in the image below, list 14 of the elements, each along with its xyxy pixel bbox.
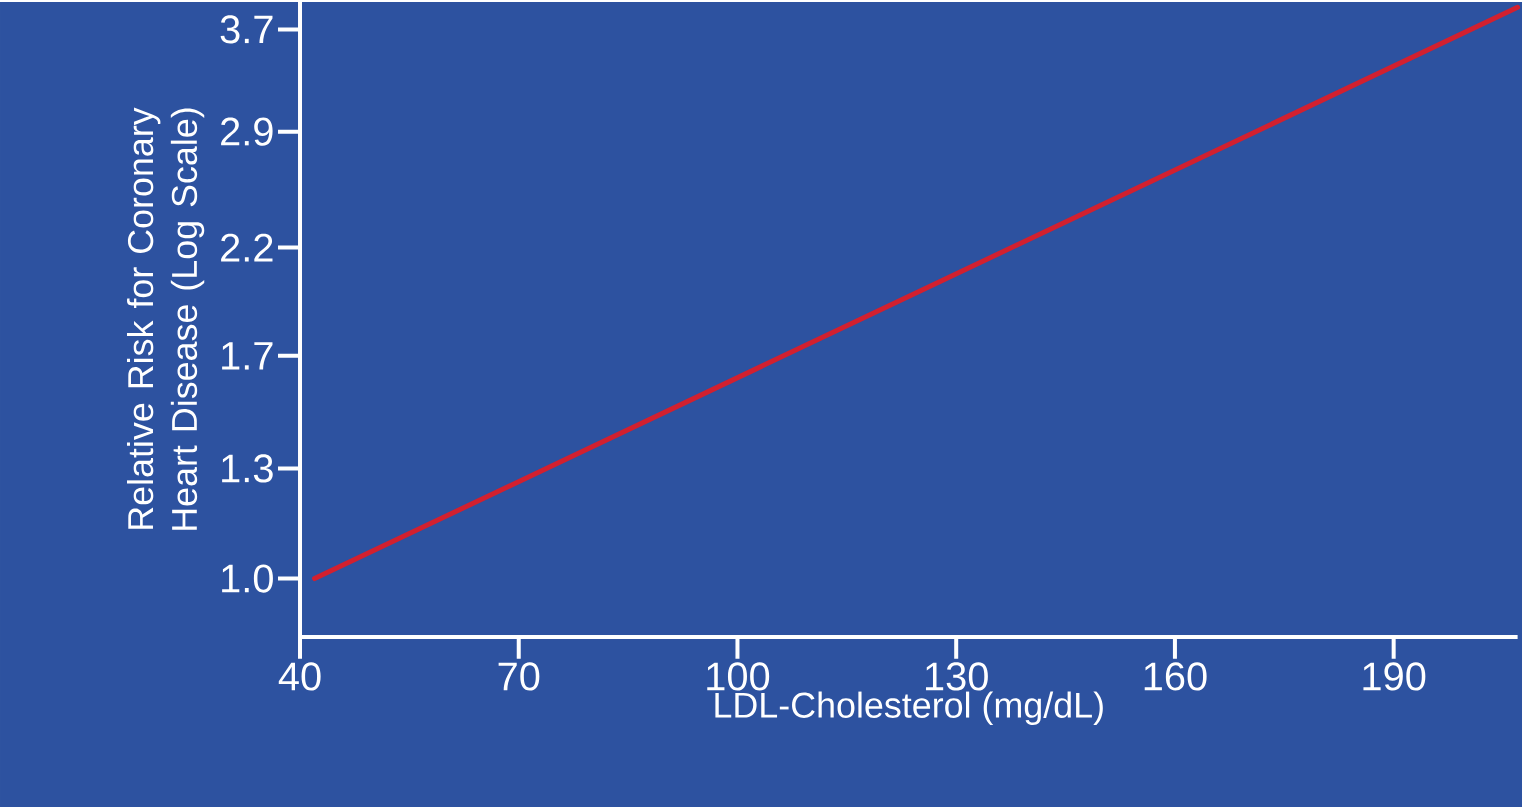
x-tick-label: 190	[1363, 662, 1426, 691]
x-axis-title: LDL-Cholesterol (mg/dL)	[715, 691, 1103, 725]
x-tick-label: 160	[1144, 662, 1207, 691]
x-tick-label: 70	[498, 662, 540, 691]
y-tick-label: 1.0	[222, 564, 273, 593]
x-tick-label: 100	[707, 662, 770, 691]
y-tick-label: 2.2	[221, 233, 273, 262]
y-tick-label: 1.3	[222, 454, 273, 483]
x-tick-label: 40	[278, 662, 321, 691]
x-tick-label: 130	[925, 662, 988, 691]
y-tick-label: 1.7	[222, 342, 273, 370]
y-tick-label: 2.9	[221, 117, 273, 146]
y-axis-title: Relative Risk for Coronary Heart Disease (Log Scale)	[126, 107, 205, 530]
y-tick-label: 3.7	[220, 15, 273, 44]
